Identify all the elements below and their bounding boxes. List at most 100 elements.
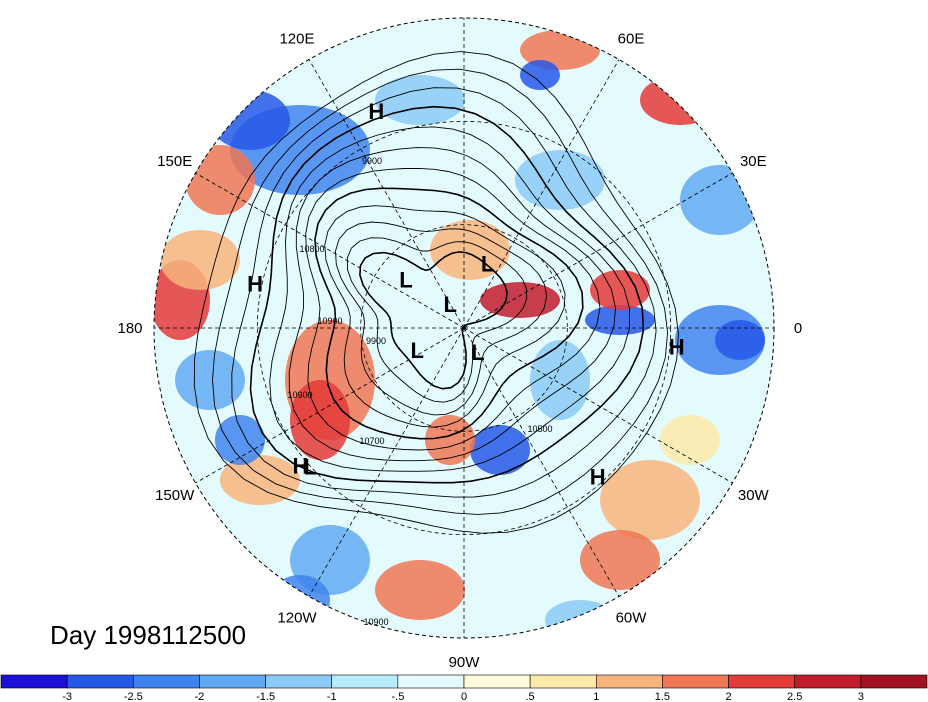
contour-value-label: 9900 <box>362 156 382 166</box>
colorbar-swatch <box>595 674 663 689</box>
height-contour <box>305 167 601 451</box>
anomaly-blob <box>585 305 655 335</box>
colorbar-tick-label: 3 <box>858 691 864 702</box>
anomaly-blob <box>600 460 700 540</box>
anomaly-blob <box>160 230 240 290</box>
anomaly-blob <box>470 425 530 475</box>
longitude-label: 150E <box>157 153 192 170</box>
high-pressure-label: H <box>247 272 263 297</box>
height-contour <box>335 221 548 416</box>
meridian-line <box>463 327 733 484</box>
anomaly-blob <box>220 455 300 505</box>
colorbar-tick-label: -1 <box>327 691 337 702</box>
colorbar-tick-label: -2.5 <box>124 691 143 702</box>
low-pressure-label: L <box>471 340 484 365</box>
height-contour <box>231 87 657 498</box>
anomaly-blob <box>375 75 465 125</box>
anomaly-blob <box>520 60 560 90</box>
colorbar-tick-label: -1.5 <box>256 691 275 702</box>
colorbar-swatch <box>529 674 597 689</box>
colorbar-swatch <box>397 674 465 689</box>
contour-value-label: 10900 <box>317 316 342 326</box>
height-contour <box>324 205 566 428</box>
meridian-line <box>463 172 733 329</box>
anomaly-blob <box>210 90 290 150</box>
anomaly-blob <box>545 600 615 638</box>
colorbar-tick-label: .5 <box>526 691 535 702</box>
colorbar-swatch <box>331 674 399 689</box>
height-contour <box>212 68 669 515</box>
colorbar-tick-label: 2.5 <box>787 691 802 702</box>
anomaly-blob <box>185 145 255 215</box>
anomaly-blob <box>680 165 760 235</box>
height-contour <box>288 147 616 462</box>
anomaly-blob <box>580 530 660 590</box>
colorbar-tick-label: -.5 <box>391 691 404 702</box>
contour-value-label: 10500 <box>527 424 552 434</box>
colorbar-tick-label: 2 <box>726 691 732 702</box>
anomaly-blob <box>515 150 605 210</box>
anomaly-blob <box>375 560 465 620</box>
low-pressure-label: L <box>481 251 494 276</box>
meridian-line <box>463 59 620 329</box>
colorbar-tick-label: 0 <box>461 691 467 702</box>
meridian-line <box>195 327 465 484</box>
low-pressure-label: L <box>399 267 412 292</box>
anomaly-blob <box>175 350 245 410</box>
contour-labels: 10900 10800 10700 10500 10900 9900 10900 9900 <box>287 156 552 627</box>
longitude-label: 180 <box>117 320 142 337</box>
longitude-label: 60W <box>616 609 648 626</box>
colorbar-tick-label: -3 <box>62 691 72 702</box>
anomaly-blob <box>215 415 265 465</box>
longitude-label: 30W <box>738 487 770 504</box>
height-contour <box>249 105 645 484</box>
anomaly-blob <box>430 220 510 280</box>
colorbar-tick-label: 1.5 <box>655 691 670 702</box>
longitude-label: 90E <box>451 0 478 3</box>
colorbar-swatch <box>662 674 729 689</box>
anomaly-blob <box>660 415 720 465</box>
height-contour <box>269 126 630 472</box>
lat-lon-grid <box>154 18 774 638</box>
anomaly-blob <box>530 340 590 420</box>
colorbar-swatch <box>463 674 531 689</box>
longitude-label: 120W <box>277 609 317 626</box>
colorbar-swatch <box>132 674 200 689</box>
longitude-label: 30E <box>740 153 767 170</box>
low-pressure-label: L <box>443 292 456 317</box>
colorbar-swatch <box>860 674 928 689</box>
map-boundary <box>153 17 775 639</box>
colorbar-swatch <box>794 674 862 689</box>
meridian-line <box>308 59 465 329</box>
height-contours <box>193 51 679 534</box>
contour-value-label: 10800 <box>299 244 324 254</box>
height-contour <box>314 187 584 440</box>
date-title: Day 1998112500 <box>50 620 247 650</box>
longitude-label: 60E <box>618 31 645 48</box>
contour-value-label: 10700 <box>359 436 384 446</box>
height-contour <box>193 51 679 534</box>
colorbar-swatch <box>728 674 796 689</box>
longitude-label: 0 <box>794 320 802 337</box>
colorbar-swatch <box>199 674 266 689</box>
longitude-label: 90W <box>449 654 481 671</box>
colorbar-tick-label: 1 <box>593 691 599 702</box>
colorbar-swatch <box>0 674 68 689</box>
contour-value-label: 9900 <box>366 336 386 346</box>
height-contour <box>359 251 508 390</box>
colorbar-tick-label: -2 <box>195 691 205 702</box>
anomaly-blob <box>640 75 720 125</box>
longitude-labels: 90E 60E 30E 0 30W 60W 90W 120W 150W 180 150E 120E <box>117 0 802 671</box>
longitude-label: 120E <box>279 31 314 48</box>
colorbar-swatch <box>66 674 134 689</box>
colorbar: -3 -2.5 -2 -1.5 -1 -.5 0 .5 1 1.5 2 2.5 3 <box>0 674 928 702</box>
high-pressure-label: H <box>368 99 384 124</box>
meridian-line <box>195 172 465 329</box>
low-pressure-label: L <box>410 338 423 363</box>
low-pressure-label: L <box>304 454 317 479</box>
height-contour <box>346 237 528 403</box>
latitude-circle <box>360 224 568 432</box>
high-pressure-label: H <box>590 465 606 490</box>
high-pressure-label: H <box>292 453 308 478</box>
